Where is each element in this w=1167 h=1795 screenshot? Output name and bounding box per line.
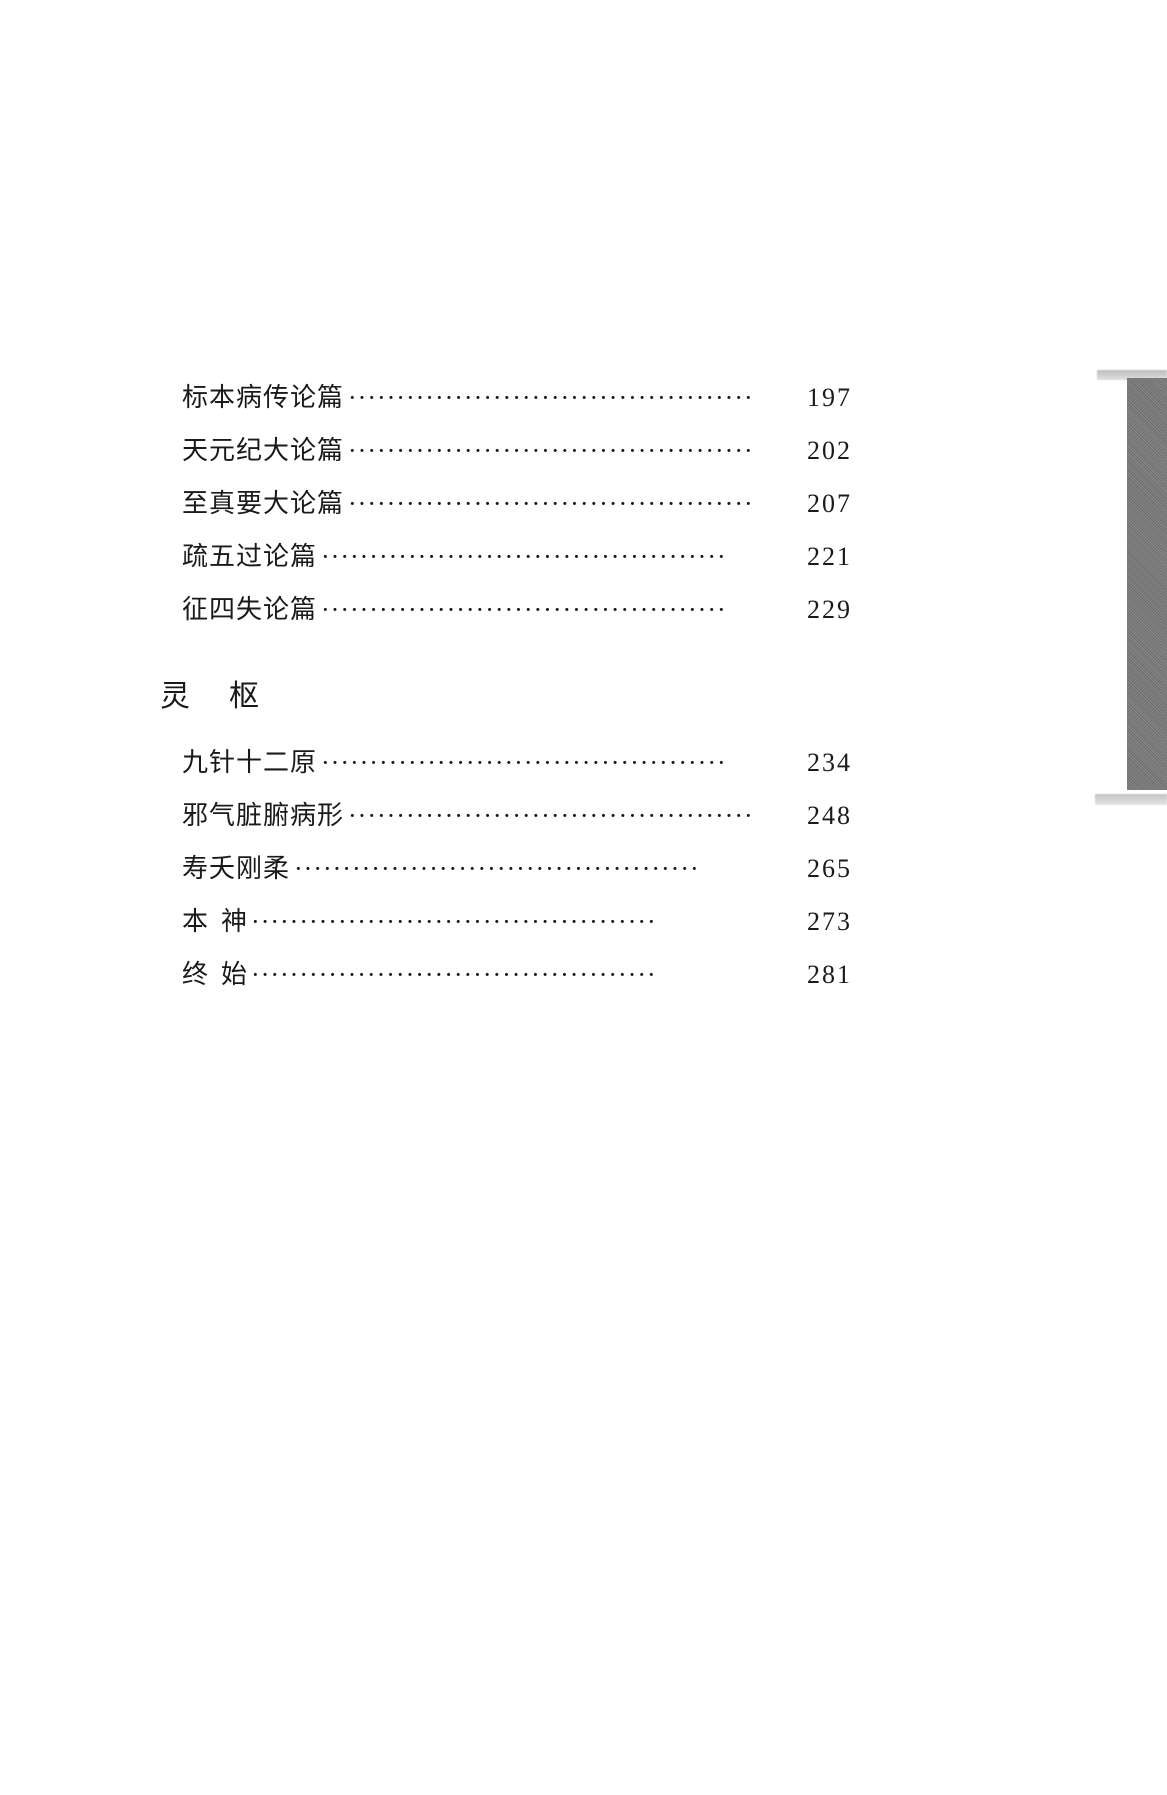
toc-entry: 邪气脏腑病形 ·································… bbox=[182, 796, 852, 835]
entry-title: 天元纪大论篇 bbox=[182, 431, 344, 470]
leader-dots: ········································… bbox=[344, 378, 800, 417]
heading-char: 枢 bbox=[229, 671, 259, 715]
leader-dots: ········································… bbox=[290, 849, 800, 888]
entry-title: 寿夭刚柔 bbox=[182, 849, 290, 888]
toc-entry: 至真要大论篇 ·································… bbox=[182, 484, 852, 523]
leader-dots: ········································… bbox=[247, 955, 800, 994]
leader-dots: ········································… bbox=[247, 902, 800, 941]
side-strip-texture bbox=[1127, 378, 1167, 790]
entry-page: 202 bbox=[800, 431, 852, 470]
entry-page: 248 bbox=[800, 796, 852, 835]
leader-dots: ········································… bbox=[317, 743, 800, 782]
entry-page: 207 bbox=[800, 484, 852, 523]
leader-dots: ········································… bbox=[344, 796, 800, 835]
entry-page: 221 bbox=[800, 537, 852, 576]
scan-noise bbox=[1095, 794, 1167, 805]
toc-entry: 本神 ·····································… bbox=[182, 902, 852, 941]
entry-page: 229 bbox=[800, 590, 852, 629]
entry-title: 终始 bbox=[182, 955, 247, 994]
entry-title: 征四失论篇 bbox=[182, 590, 317, 629]
toc-entry: 寿夭刚柔 ···································… bbox=[182, 849, 852, 888]
leader-dots: ········································… bbox=[344, 431, 800, 470]
leader-dots: ········································… bbox=[317, 590, 800, 629]
entry-page: 234 bbox=[800, 743, 852, 782]
leader-dots: ········································… bbox=[317, 537, 800, 576]
toc-entry: 终始 ·····································… bbox=[182, 955, 852, 994]
entry-page: 265 bbox=[800, 849, 852, 888]
entry-title: 本神 bbox=[182, 902, 247, 941]
entry-title: 标本病传论篇 bbox=[182, 378, 344, 417]
entry-page: 197 bbox=[800, 378, 852, 417]
entry-title: 邪气脏腑病形 bbox=[182, 796, 344, 835]
side-scan-strip bbox=[1127, 378, 1167, 790]
entry-title: 疏五过论篇 bbox=[182, 537, 317, 576]
heading-char: 灵 bbox=[160, 671, 190, 715]
toc-container: 标本病传论篇 ·································… bbox=[182, 378, 852, 1008]
entry-page: 281 bbox=[800, 955, 852, 994]
toc-entry: 标本病传论篇 ·································… bbox=[182, 378, 852, 417]
entry-title: 至真要大论篇 bbox=[182, 484, 344, 523]
leader-dots: ········································… bbox=[344, 484, 800, 523]
entry-title: 九针十二原 bbox=[182, 743, 317, 782]
entry-page: 273 bbox=[800, 902, 852, 941]
toc-entry: 征四失论篇 ··································… bbox=[182, 590, 852, 629]
toc-entry: 天元纪大论篇 ·································… bbox=[182, 431, 852, 470]
toc-entry: 疏五过论篇 ··································… bbox=[182, 537, 852, 576]
section-heading: 灵枢 bbox=[160, 671, 852, 715]
toc-entry: 九针十二原 ··································… bbox=[182, 743, 852, 782]
